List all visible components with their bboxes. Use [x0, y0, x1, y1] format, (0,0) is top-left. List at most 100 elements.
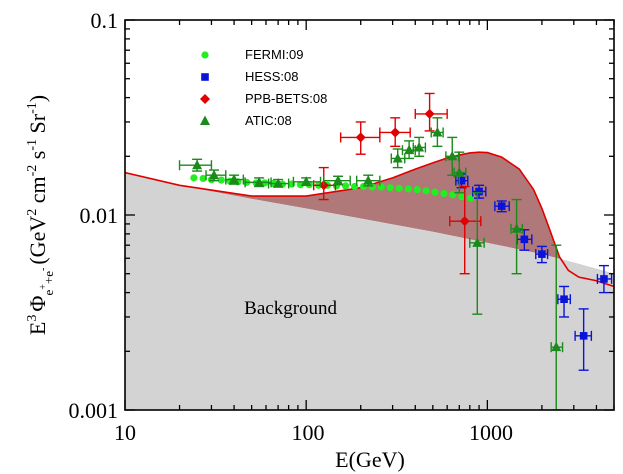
ylabel-e-exponent: 3: [25, 315, 40, 322]
marker-diamond: [390, 127, 401, 138]
legend-symbol: [200, 94, 210, 104]
series-ppb-bets-08: [312, 92, 482, 275]
ylabel-units-m1a: -1: [25, 139, 40, 151]
marker-triangle: [363, 175, 374, 185]
marker-circle: [440, 189, 448, 198]
marker-triangle: [432, 126, 443, 137]
marker-triangle: [392, 152, 403, 163]
marker-triangle: [209, 169, 220, 180]
data-point: [355, 174, 381, 187]
legend-label-atic: ATIC:08: [245, 113, 292, 128]
data-point: [267, 178, 290, 189]
data-point: [412, 136, 427, 157]
marker-triangle: [551, 341, 562, 352]
ylabel-units-close: ): [25, 95, 50, 102]
data-point: [217, 176, 225, 184]
marker-square: [600, 275, 608, 283]
data-point: [574, 308, 593, 371]
marker-circle: [296, 181, 305, 189]
ylabel-units-open: (GeV: [25, 216, 50, 265]
background-area: [125, 172, 614, 410]
data-point: [178, 158, 213, 172]
data-point: [453, 151, 467, 194]
legend-label-hess: HESS:08: [245, 69, 298, 84]
data-point: [414, 92, 448, 132]
x-tick-label-1000: 1000: [469, 420, 513, 445]
legend-label-fermi: FERMI:09: [245, 47, 304, 62]
total-model-curve: [125, 151, 614, 288]
x-tick-label-100: 100: [292, 420, 325, 445]
ylabel-units-2: 2: [25, 209, 40, 216]
marker-square: [457, 176, 466, 185]
data-point: [471, 184, 487, 199]
data-point: [469, 192, 485, 315]
marker-circle: [413, 185, 421, 194]
legend-marker-hess: [201, 73, 209, 81]
data-point: [458, 193, 466, 201]
x-axis-title: E(GeV): [335, 447, 405, 472]
series-hess-08: [455, 173, 613, 371]
marker-triangle: [192, 159, 203, 170]
ylabel-sub-e1: e: [41, 290, 56, 296]
marker-diamond: [459, 216, 470, 227]
marker-circle: [386, 184, 394, 192]
dark-matter-signal-area: [125, 152, 614, 287]
marker-square: [475, 187, 483, 196]
ylabel-e: E: [25, 322, 50, 335]
data-point: [395, 184, 403, 192]
legend-label-ppb-bets: PPB-BETS:08: [245, 91, 327, 106]
legend-marker-ppb-bets: [200, 94, 210, 104]
data-point: [323, 175, 351, 186]
marker-triangle: [301, 176, 312, 186]
ylabel-sub-plus: +: [38, 284, 49, 290]
marker-square: [538, 250, 546, 258]
background-annotation: Background: [244, 298, 337, 319]
legend-marker-fermi: [201, 51, 209, 59]
data-point: [440, 189, 448, 198]
data-point: [225, 174, 245, 185]
marker-circle: [404, 185, 412, 193]
marker-triangle: [254, 176, 265, 187]
data-point: [377, 183, 385, 191]
marker-triangle: [447, 150, 458, 161]
marker-circle: [199, 174, 207, 183]
data-point: [535, 245, 549, 264]
data-point: [190, 174, 198, 182]
data-point: [296, 181, 305, 189]
ylabel-sub-minus: -: [38, 268, 49, 271]
marker-triangle: [273, 178, 284, 188]
data-point: [557, 285, 572, 318]
data-point: [596, 264, 613, 294]
ylabel-units-m2: -2: [25, 165, 40, 177]
ylabel-units-cm: cm: [25, 176, 50, 208]
marker-circle: [395, 184, 403, 192]
marker-circle: [422, 187, 430, 195]
marker-triangle: [333, 175, 344, 185]
y-axis-title: E3Φe++e-(GeV2 cm-2 s-1 Sr-1): [25, 95, 56, 335]
series-atic-08: [178, 117, 564, 410]
marker-diamond: [424, 108, 435, 119]
data-point: [199, 174, 207, 183]
model-fill-layer: [125, 151, 614, 410]
marker-circle: [431, 188, 439, 196]
data-point: [341, 182, 350, 190]
data-point: [386, 184, 394, 192]
data-points-layer: [178, 92, 613, 410]
data-point: [292, 176, 322, 187]
data-point: [390, 148, 406, 169]
legend-symbol: [200, 115, 210, 125]
marker-square: [520, 235, 529, 244]
marker-circle: [190, 174, 198, 182]
svg-text:E3Φe++e-(GeV2 cm-2 s-1 Sr-1): E3Φe++e-(GeV2 cm-2 s-1 Sr-1): [25, 95, 56, 335]
data-point: [550, 244, 564, 410]
y-tick-label-0.1: 0.1: [91, 8, 119, 33]
marker-square: [497, 202, 506, 210]
data-point: [431, 188, 439, 196]
y-tick-label-0.001: 0.001: [69, 398, 119, 423]
data-point: [430, 117, 444, 148]
ylabel-sub-e2: e: [41, 271, 56, 277]
data-point: [422, 187, 430, 195]
marker-circle: [341, 182, 350, 190]
data-point: [339, 121, 381, 155]
